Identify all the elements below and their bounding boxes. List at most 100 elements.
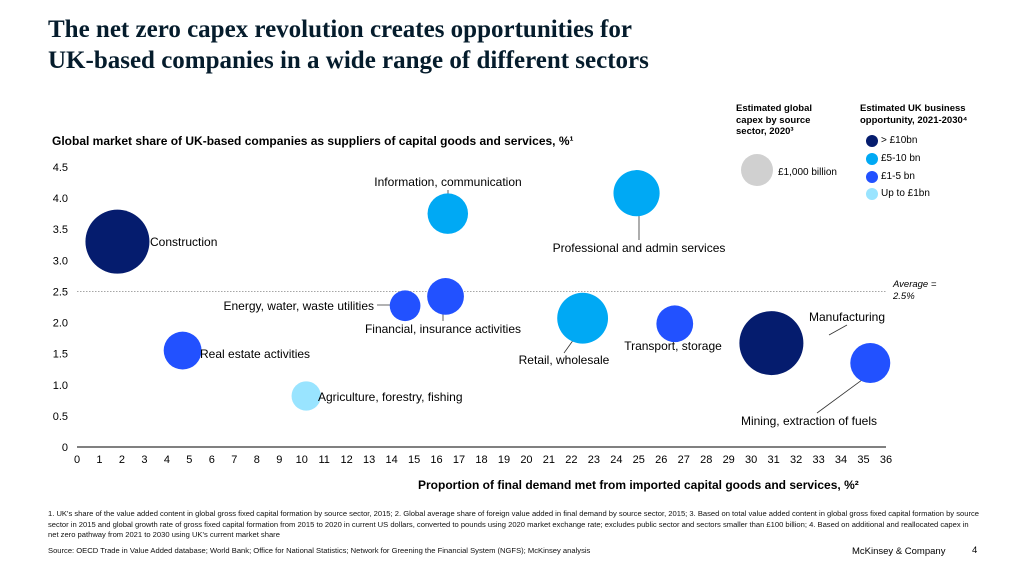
y-tick-label: 2.0: [53, 318, 68, 330]
bubble-construction: [85, 209, 150, 274]
x-tick-label: 24: [610, 454, 622, 466]
y-tick-label: 1.0: [53, 380, 68, 392]
x-tick-label: 4: [164, 454, 170, 466]
bubble-real-estate-activities: [163, 331, 202, 370]
y-tick-label: 3.5: [53, 224, 68, 236]
bubble-information-communication: [427, 193, 469, 234]
x-tick-label: 11: [318, 454, 329, 466]
leader-line: [828, 324, 848, 336]
y-tick-label: 2.5: [53, 286, 68, 298]
x-tick-label: 7: [231, 454, 237, 466]
legend-label: £1-5 bn: [881, 171, 915, 182]
x-tick-label: 30: [745, 454, 757, 466]
y-tick-label: 1.5: [53, 349, 68, 361]
x-tick-label: 21: [543, 454, 555, 466]
x-tick-label: 33: [812, 454, 824, 466]
legend-size-heading: Estimated global capex by source sector,…: [736, 103, 812, 138]
x-tick-label: 8: [254, 454, 260, 466]
chart-title: Global market share of UK-based companie…: [52, 134, 574, 148]
legend-color-heading-line: Estimated UK business: [860, 103, 966, 114]
x-tick-label: 1: [96, 454, 102, 466]
legend-swatch: [866, 153, 878, 165]
y-tick-label: 0: [62, 442, 68, 454]
x-tick-label: 29: [723, 454, 735, 466]
data-label: Transport, storage: [624, 339, 722, 353]
legend-size-heading-line: capex by source: [736, 114, 811, 126]
y-tick-label: 0.5: [53, 411, 68, 423]
legend-swatch: [866, 188, 878, 200]
legend-label: Up to £1bn: [881, 188, 930, 199]
x-tick-label: 27: [678, 454, 690, 466]
x-tick-label: 32: [790, 454, 802, 466]
bubble-transport-storage: [656, 305, 694, 343]
page-number: 4: [972, 545, 978, 556]
bubble-energy-water-waste-utilities: [389, 290, 421, 322]
average-label: 2.5%: [892, 291, 915, 302]
bubble-retail-wholesale: [557, 292, 609, 344]
legend-swatch: [866, 135, 878, 147]
footnotes: 1. UK's share of the value added content…: [48, 509, 979, 539]
x-tick-label: 34: [835, 454, 847, 466]
x-tick-label: 12: [341, 454, 353, 466]
y-tick-label: 3.0: [53, 255, 68, 267]
x-tick-label: 22: [565, 454, 577, 466]
data-label: Manufacturing: [809, 310, 885, 324]
x-tick-label: 14: [385, 454, 397, 466]
x-axis-title: Proportion of final demand met from impo…: [418, 478, 859, 492]
x-tick-label: 36: [880, 454, 892, 466]
x-tick-label: 19: [498, 454, 510, 466]
leader-line: [816, 376, 867, 414]
x-tick-label: 25: [633, 454, 645, 466]
legend-label: > £10bn: [881, 135, 918, 146]
x-tick-label: 10: [296, 454, 308, 466]
data-label: Agriculture, forestry, fishing: [318, 390, 463, 404]
x-tick-label: 35: [857, 454, 869, 466]
size-reference-label: £1,000 billion: [778, 167, 837, 178]
data-label: Mining, extraction of fuels: [741, 414, 877, 428]
page-title: The net zero capex revolution creates op…: [48, 14, 868, 76]
data-label: Professional and admin services: [553, 241, 726, 255]
data-label: Financial, insurance activities: [365, 322, 521, 336]
data-label: Information, communication: [374, 175, 521, 189]
brand-name: McKinsey & Company: [852, 546, 946, 557]
x-tick-label: 15: [408, 454, 420, 466]
x-tick-label: 5: [186, 454, 192, 466]
legend-size-heading-line: sector, 2020³: [736, 126, 794, 137]
data-label: Retail, wholesale: [519, 353, 610, 367]
x-tick-label: 26: [655, 454, 667, 466]
legend-size-heading-line: Estimated global: [736, 103, 813, 114]
bubble-professional-and-admin-services: [613, 170, 660, 217]
source-note: Source: OECD Trade in Value Added databa…: [48, 546, 591, 555]
legend-swatch: [866, 171, 878, 183]
size-reference-bubble: [741, 154, 773, 186]
x-tick-label: 13: [363, 454, 375, 466]
page-title-line-2: UK-based companies in a wide range of di…: [48, 47, 649, 74]
x-tick-label: 2: [119, 454, 125, 466]
x-tick-label: 0: [74, 454, 80, 466]
y-tick-label: 4.0: [53, 193, 68, 205]
bubble-manufacturing: [739, 311, 804, 376]
legend-label: £5-10 bn: [881, 153, 921, 164]
x-tick-label: 31: [768, 454, 780, 466]
x-tick-label: 23: [588, 454, 600, 466]
data-label: Energy, water, waste utilities: [223, 299, 374, 313]
average-label: Average =: [892, 279, 937, 290]
x-tick-label: 3: [141, 454, 147, 466]
y-tick-label: 4.5: [53, 162, 68, 174]
x-tick-label: 18: [475, 454, 487, 466]
x-tick-label: 9: [276, 454, 282, 466]
legend-color-heading-line: opportunity, 2021-2030⁴: [860, 114, 968, 126]
x-tick-label: 6: [209, 454, 215, 466]
x-tick-label: 28: [700, 454, 712, 466]
page-title-line-1: The net zero capex revolution creates op…: [48, 16, 632, 43]
bubble-agriculture-forestry-fishing: [291, 381, 321, 411]
bubble-financial-insurance-activities: [427, 278, 464, 315]
x-tick-label: 20: [520, 454, 532, 466]
x-tick-label: 16: [430, 454, 442, 466]
x-tick-label: 17: [453, 454, 465, 466]
legend-color-heading: Estimated UK business opportunity, 2021-…: [860, 103, 967, 126]
data-label: Real estate activities: [200, 347, 310, 361]
bubble-mining-extraction-of-fuels: [850, 343, 891, 383]
data-label: Construction: [150, 235, 217, 249]
